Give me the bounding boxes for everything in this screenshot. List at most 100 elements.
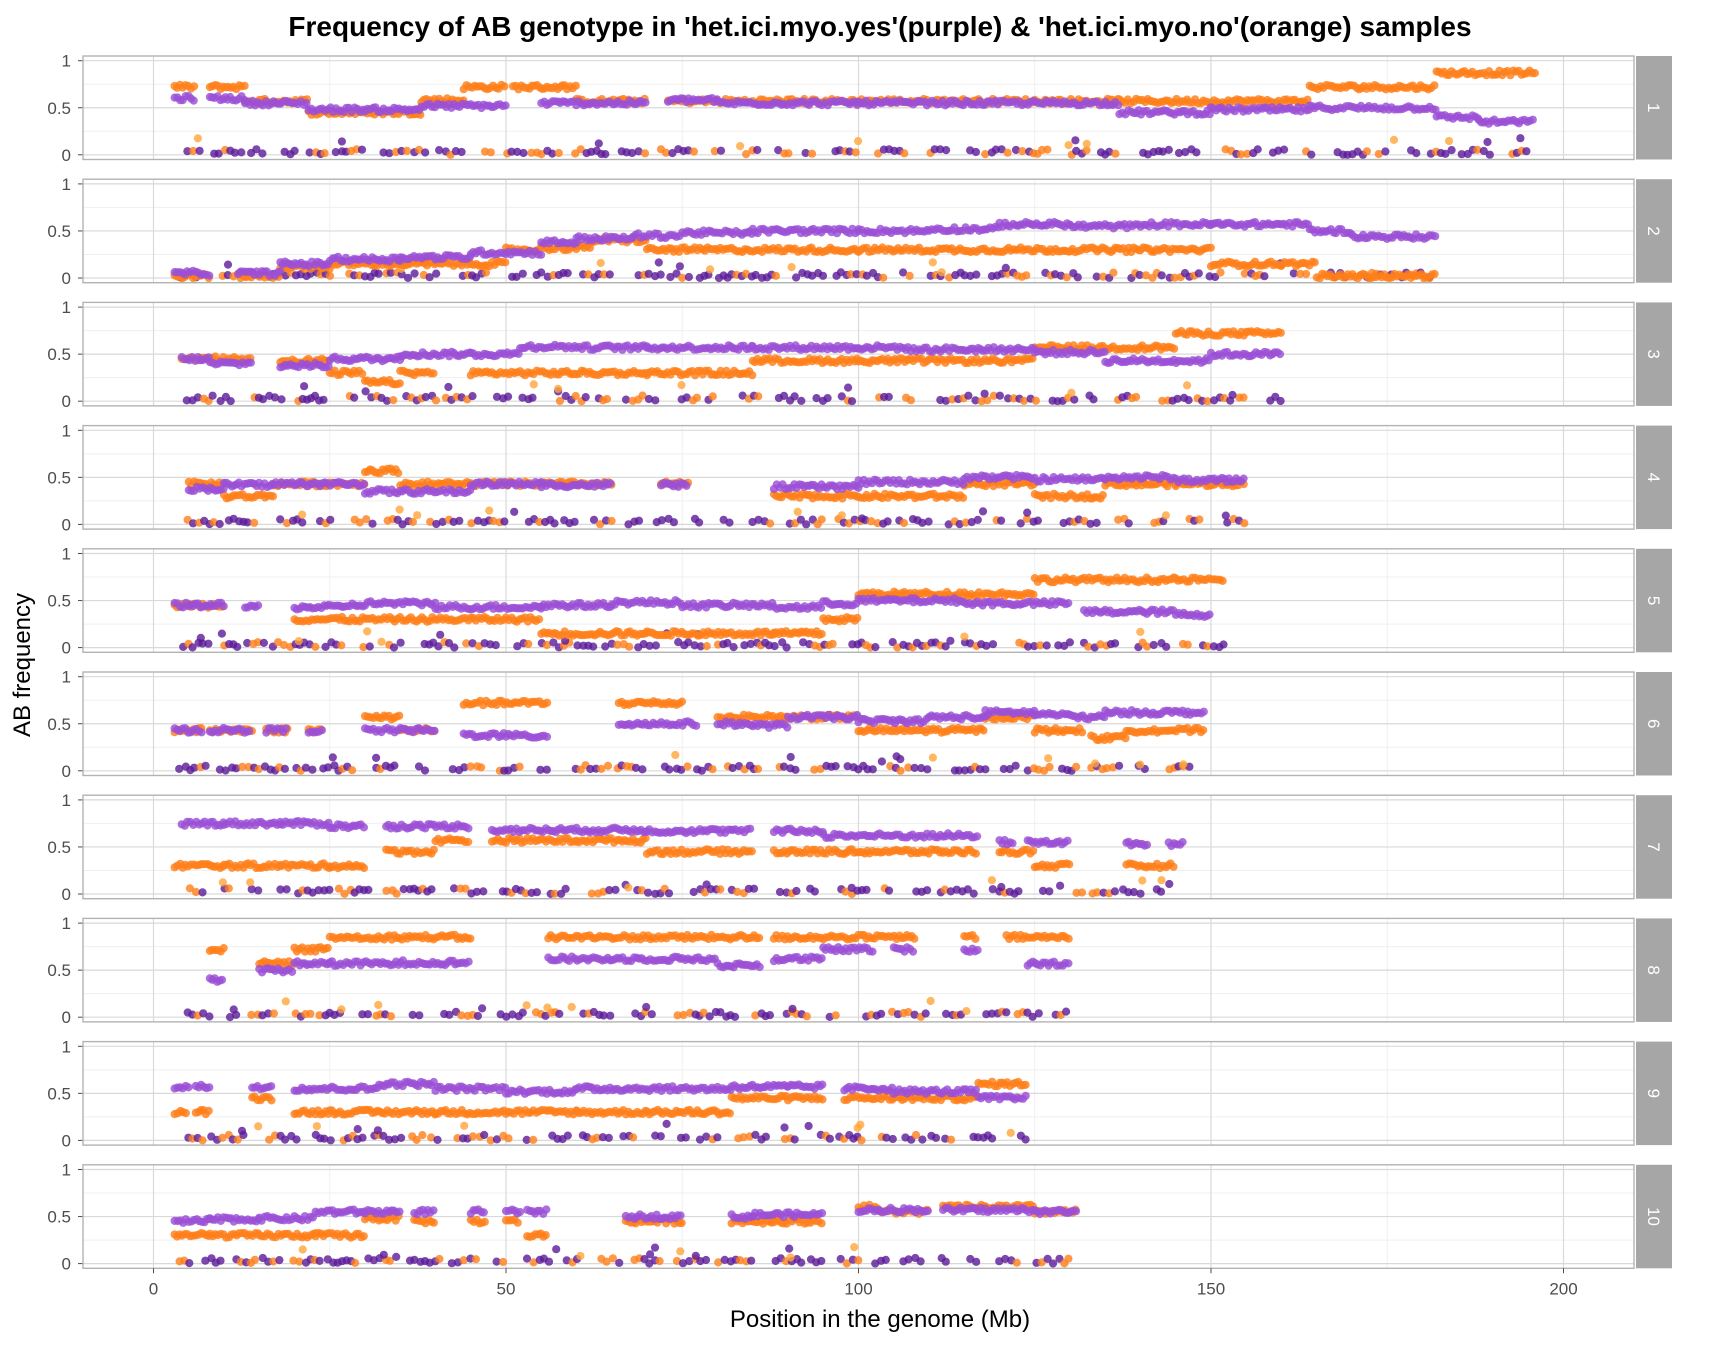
zero-point (884, 517, 892, 525)
zero-point (319, 396, 327, 404)
zero-point (1412, 149, 1420, 157)
zero-point (432, 270, 440, 278)
zero-point (295, 637, 303, 645)
zero-point (848, 397, 856, 405)
panel-chr-2: 00.512 (47, 175, 1672, 288)
point-no (394, 469, 402, 477)
points-chr-4 (184, 465, 1249, 529)
zero-point (321, 149, 329, 157)
zero-point (485, 507, 493, 515)
zero-point (1004, 149, 1012, 157)
zero-point (300, 382, 308, 390)
zero-point (1034, 517, 1042, 525)
zero-point (362, 387, 370, 395)
zero-point (706, 265, 714, 273)
zero-point (754, 392, 762, 400)
zero-point (458, 148, 466, 156)
y-tick-label: 0.5 (47, 592, 71, 611)
point-no (1219, 577, 1227, 585)
zero-point (1195, 515, 1203, 523)
zero-point (997, 517, 1005, 525)
point-yes (276, 267, 284, 275)
zero-point (979, 507, 987, 515)
zero-point (363, 627, 371, 635)
point-yes (220, 602, 228, 610)
zero-point (709, 392, 717, 400)
point-yes (1101, 348, 1109, 356)
zero-point (852, 148, 860, 156)
point-yes (1529, 116, 1537, 124)
y-tick-label: 1 (62, 52, 71, 71)
point-no (959, 494, 967, 502)
zero-point (571, 518, 579, 526)
zero-point (500, 517, 508, 525)
point-no (1170, 345, 1178, 353)
zero-point (366, 642, 374, 650)
zero-point (1516, 134, 1524, 142)
zero-point (224, 261, 232, 269)
zero-point (390, 643, 398, 651)
zero-point (1228, 391, 1236, 399)
zero-point (1390, 136, 1398, 144)
point-no (1430, 81, 1438, 89)
zero-point (368, 520, 376, 528)
zero-point (670, 518, 678, 526)
zero-point (504, 393, 512, 401)
zero-point (377, 638, 385, 646)
zero-point (844, 384, 852, 392)
y-tick-label: 1 (62, 175, 71, 194)
zero-point (885, 393, 893, 401)
zero-point (794, 508, 802, 516)
y-tick-label: 0 (62, 515, 71, 534)
y-tick-label: 1 (62, 545, 71, 564)
zero-point (519, 270, 527, 278)
point-no (1311, 258, 1319, 266)
zero-point (216, 520, 224, 528)
zero-point (510, 508, 518, 516)
zero-point (358, 146, 366, 154)
zero-point (326, 516, 334, 524)
point-no (572, 82, 580, 90)
zero-point (974, 516, 982, 524)
zero-point (411, 269, 419, 277)
panel-chr-5: 00.515 (47, 545, 1672, 658)
zero-point (1483, 138, 1491, 146)
zero-point (1165, 146, 1173, 154)
point-yes (254, 601, 262, 609)
zero-point (1066, 638, 1074, 646)
zero-point (1185, 396, 1193, 404)
zero-point (693, 394, 701, 402)
zero-point (528, 394, 536, 402)
zero-point (1089, 395, 1097, 403)
point-no (269, 492, 277, 500)
points-chr-3 (178, 327, 1285, 405)
zero-point (397, 639, 405, 647)
points-chr-5 (171, 573, 1228, 651)
zero-point (258, 149, 266, 157)
point-yes (641, 98, 649, 106)
point-yes (360, 480, 368, 488)
zero-point (298, 518, 306, 526)
zero-point (1065, 141, 1073, 149)
zero-point (1448, 146, 1456, 154)
zero-point (981, 390, 989, 398)
zero-point (1032, 397, 1040, 405)
zero-point (730, 643, 738, 651)
zero-point (858, 514, 866, 522)
zero-point (753, 146, 761, 154)
zero-point (197, 634, 205, 642)
zero-point (1071, 136, 1079, 144)
zero-point (808, 150, 816, 158)
zero-point (766, 519, 774, 527)
point-no (1431, 270, 1439, 278)
zero-point (233, 643, 241, 651)
zero-point (996, 392, 1004, 400)
zero-point (421, 148, 429, 156)
point-yes (247, 359, 255, 367)
zero-point (550, 519, 558, 527)
zero-point (237, 148, 245, 156)
zero-point (625, 643, 633, 651)
zero-point (771, 642, 779, 650)
zero-point (929, 258, 937, 266)
point-no (500, 82, 508, 90)
